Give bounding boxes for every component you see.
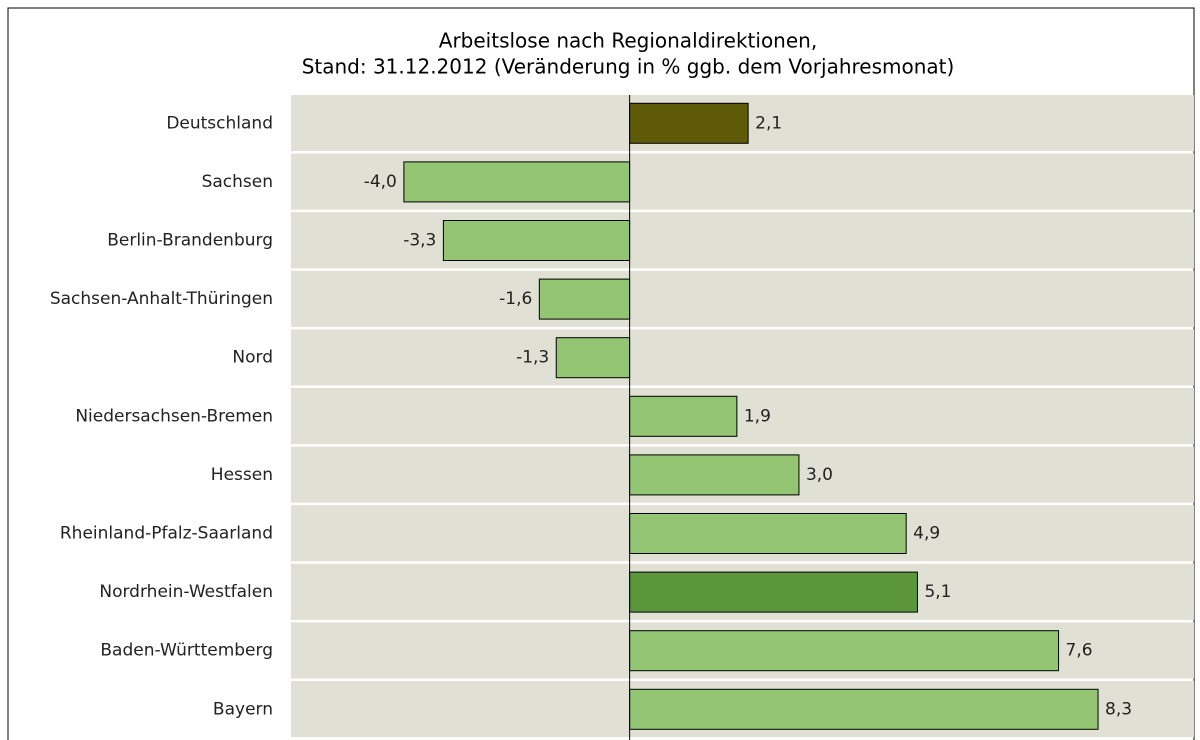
value-label: -3,3 [403,231,436,251]
bar [629,454,800,496]
bar [629,513,907,554]
row-band [291,388,1194,445]
value-label: 1,9 [744,406,771,426]
chart-subtitle: Stand: 31.12.2012 (Veränderung in % ggb.… [302,55,955,79]
y-tick-label: Deutschland [166,113,273,133]
value-label: 8,3 [1105,699,1132,719]
bar [629,102,749,144]
y-tick-label: Sachsen-Anhalt-Thüringen [50,289,273,309]
y-tick-label: Baden-Württemberg [100,641,273,661]
y-tick-label: Nordrhein-Westfalen [99,582,273,602]
y-tick-label: Niedersachsen-Bremen [75,406,273,426]
value-label: 2,1 [755,113,782,133]
row-band [291,212,1194,269]
y-tick-label: Sachsen [202,172,273,192]
value-label: -1,3 [516,348,549,368]
y-tick-label: Bayern [213,699,273,719]
value-label: 7,6 [1066,641,1093,661]
y-tick-label: Nord [232,348,273,368]
y-tick-label: Rheinland-Pfalz-Saarland [60,524,273,544]
bar [629,630,1060,672]
row-band [291,270,1194,327]
bar [629,571,918,613]
value-label: 5,1 [924,582,951,602]
bar [629,688,1099,730]
bar [555,337,631,379]
bar [538,278,631,320]
chart-title: Arbeitslose nach Regionaldirektionen, [439,29,817,53]
y-tick-label: Hessen [211,465,273,485]
value-label: 4,9 [913,524,940,544]
value-label: 3,0 [806,465,833,485]
bar [442,220,631,261]
y-tick-label: Berlin-Brandenburg [107,231,273,251]
bar [629,395,738,437]
value-label: -4,0 [364,172,397,192]
row-band [291,329,1194,386]
value-label: -1,6 [499,289,532,309]
bar [403,161,631,203]
